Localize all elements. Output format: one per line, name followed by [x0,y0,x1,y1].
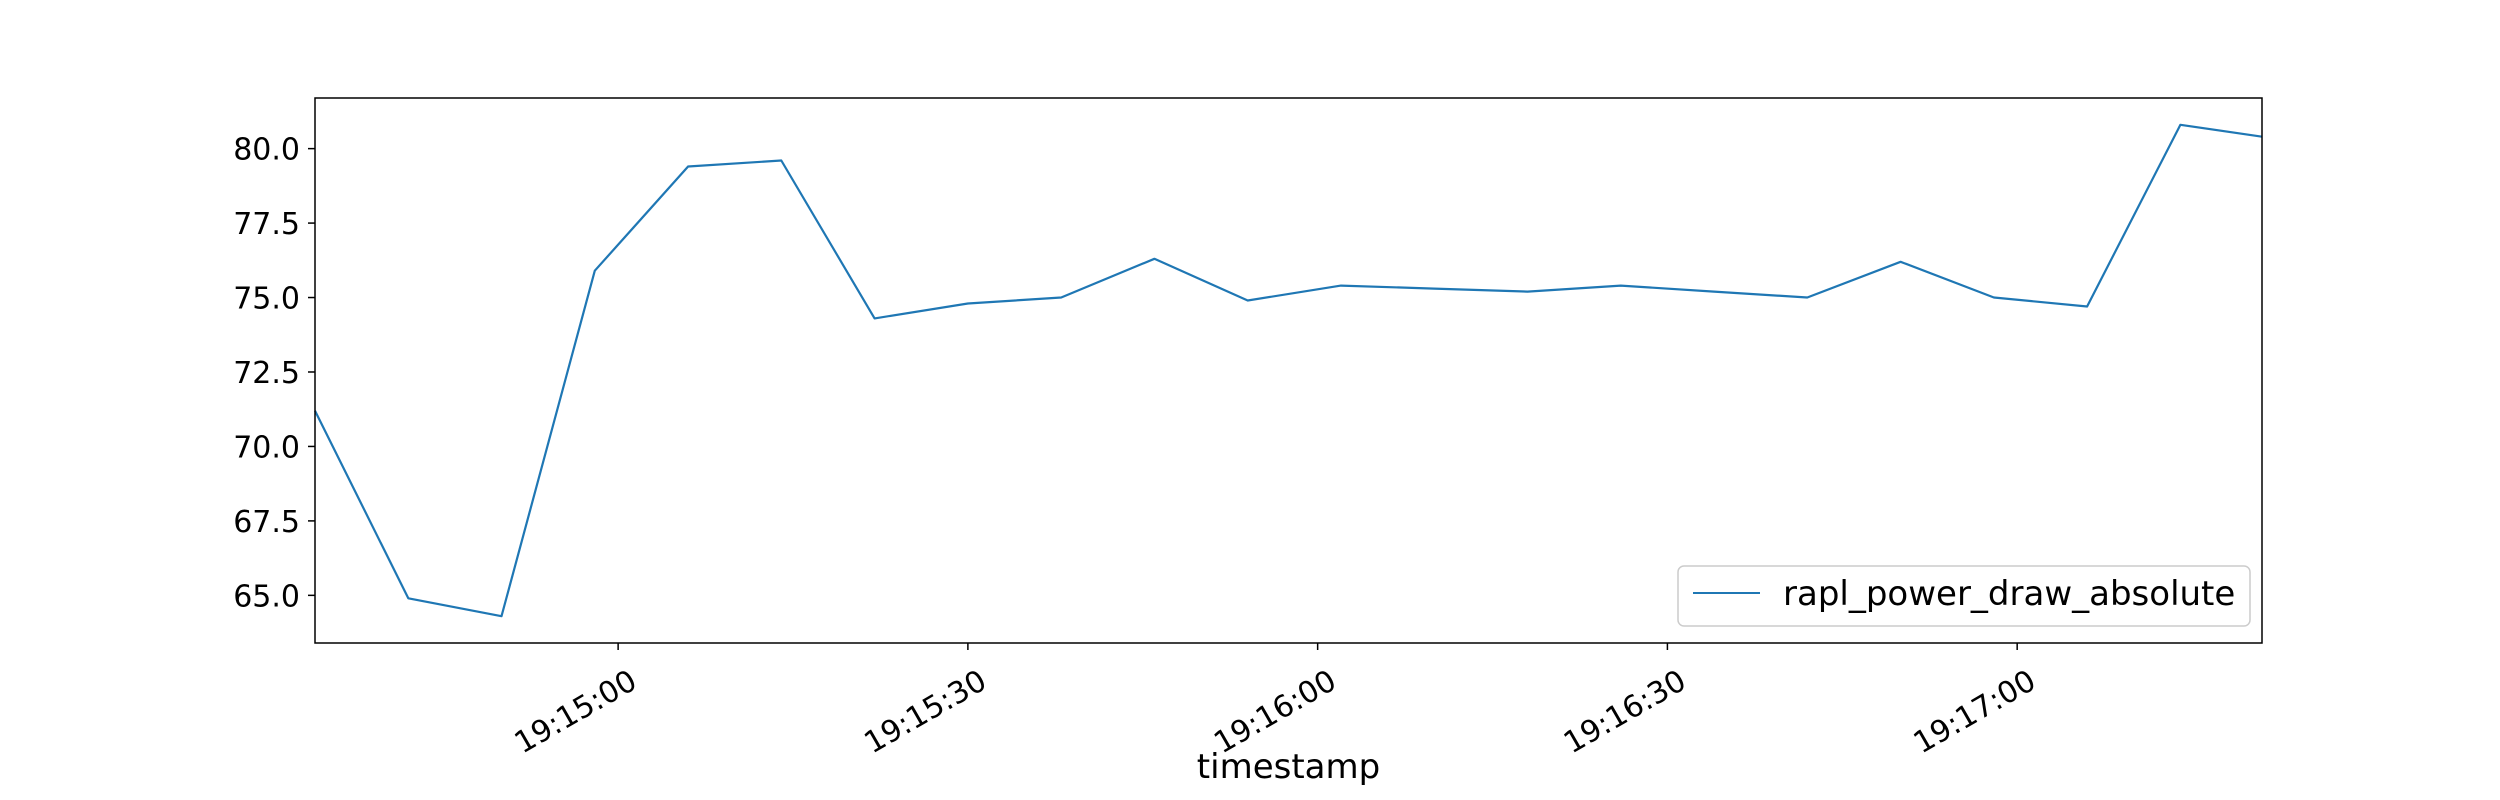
x-tick-label: 19:16:30 [1558,663,1692,761]
y-tick-label: 65.0 [233,579,300,614]
y-tick-label: 77.5 [233,207,300,242]
y-tick-label: 75.0 [233,282,300,317]
x-tick-label: 19:15:00 [509,663,643,761]
plot-frame [314,97,2263,644]
ticks-layer: 65.0 67.5 70.0 72.5 75.0 77.5 80.0 19:15:00 19:1… [233,133,2042,761]
legend-box [1677,565,2251,627]
x-tick-label: 19:15:30 [858,663,992,761]
y-tick-label: 67.5 [233,505,300,540]
legend-label: rapl_power_draw_absolute [1783,574,2235,614]
x-tick-label: 19:17:00 [1908,663,2042,761]
y-tick-label: 70.0 [233,430,300,465]
y-tick-label: 72.5 [233,356,300,391]
series-line-rapl-power-draw-absolute [314,123,2263,618]
legend: rapl_power_draw_absolute [1677,565,2251,627]
y-tick-label: 80.0 [233,133,300,168]
series-layer [314,123,2263,618]
x-axis-label: timestamp [1197,747,1380,787]
